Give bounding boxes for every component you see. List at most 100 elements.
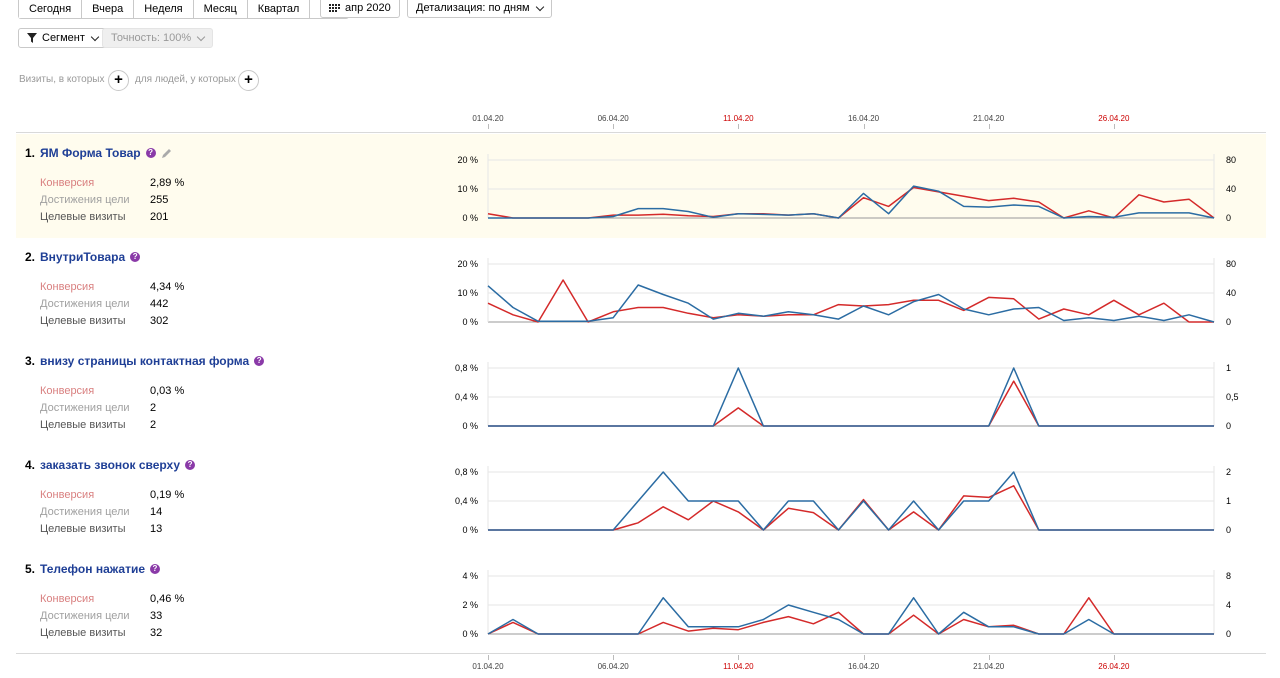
right-axis-tick-label: 2 (1226, 467, 1231, 477)
goal-title: 4. заказать звонок сверху? (25, 458, 196, 472)
divider (16, 653, 1266, 654)
conversion-label: Конверсия (40, 281, 95, 293)
right-axis-tick-label: 1 (1226, 363, 1231, 373)
left-axis-tick-label: 10 % (457, 184, 478, 194)
chevron-down-icon (90, 32, 100, 41)
date-tick-label: 21.04.20 (973, 662, 1005, 671)
goal-row: 3. внизу страницы контактная форма? Конвер… (16, 342, 1266, 446)
right-axis-tick-label: 0,5 (1226, 392, 1239, 402)
date-tick-mark (488, 655, 489, 660)
date-range-label: апр 2020 (345, 2, 391, 14)
right-axis-tick-label: 4 (1226, 600, 1231, 610)
segment-button[interactable]: Сегмент (18, 28, 107, 48)
goal-chart: 0 % 0 2 % 4 4 % 8 (462, 570, 1231, 639)
conversion-value: 0,19 % (150, 489, 185, 501)
date-tick-mark (738, 655, 740, 660)
conversion-value: 4,34 % (150, 281, 185, 293)
pencil-icon[interactable] (161, 148, 172, 159)
conversion-label: Конверсия (40, 385, 95, 397)
help-icon[interactable]: ? (145, 148, 156, 158)
date-tick-label: 26.04.20 (1098, 114, 1130, 123)
goal-name-link[interactable]: внизу страницы контактная форма (40, 354, 250, 368)
goal-chart: 0 % 0 10 % 40 20 % 80 (457, 154, 1236, 223)
detail-label: Детализация: по дням (416, 2, 530, 14)
date-tick-label: 11.04.20 (723, 114, 754, 123)
left-axis-tick-label: 0,4 % (455, 496, 478, 506)
period-selector: Сегодня Вчера Неделя Месяц Квартал Год (18, 0, 349, 19)
visits-condition-label: Визиты, в которых (19, 74, 105, 85)
date-range-button[interactable]: апр 2020 (320, 0, 400, 18)
period-quarter-button[interactable]: Квартал (247, 0, 311, 18)
period-yesterday-button[interactable]: Вчера (82, 0, 135, 18)
detail-dropdown[interactable]: Детализация: по дням (407, 0, 552, 18)
left-axis-tick-label: 0 % (462, 421, 478, 431)
date-tick-mark (738, 124, 740, 129)
goal-chart: 0 % 0 0,4 % 1 0,8 % 2 (455, 466, 1231, 535)
visits-value: 302 (150, 315, 169, 327)
date-tick-mark (613, 124, 615, 129)
achievements-label: Достижения цели (40, 194, 130, 206)
achievements-value: 2 (150, 402, 157, 414)
date-tick-label: 01.04.20 (472, 114, 504, 123)
achievements-value: 442 (150, 298, 169, 310)
visits-series-line (488, 185, 1215, 219)
goal-name-link[interactable]: Телефон нажатие (40, 562, 145, 576)
right-axis-tick-label: 0 (1226, 525, 1231, 535)
goal-name-link[interactable]: ЯМ Форма Товар (40, 146, 141, 160)
visits-label: Целевые визиты (40, 523, 126, 535)
divider (16, 132, 1266, 133)
goal-title: 1. ЯМ Форма Товар? (25, 146, 172, 160)
add-people-condition-button[interactable]: + (238, 70, 259, 91)
add-visit-condition-button[interactable]: + (108, 70, 129, 91)
help-icon[interactable]: ? (130, 252, 141, 262)
help-icon[interactable]: ? (150, 564, 160, 574)
left-axis-tick-label: 0,4 % (455, 392, 478, 402)
goal-chart: 0 % 0 10 % 40 20 % 80 (457, 258, 1236, 327)
date-tick-mark (613, 655, 615, 660)
left-axis-tick-label: 4 % (462, 571, 478, 581)
date-tick-mark (863, 655, 865, 660)
date-tick-mark (988, 124, 990, 129)
goal-name-link[interactable]: заказать звонок сверху (40, 458, 181, 472)
conversion-value: 0,46 % (150, 593, 185, 605)
accuracy-dropdown[interactable]: Точность: 100% (102, 28, 214, 48)
right-axis-tick-label: 0 (1226, 629, 1231, 639)
visits-series-line (488, 471, 1214, 531)
conversion-label: Конверсия (40, 177, 95, 189)
goal-name-link[interactable]: ВнутриТовара (40, 250, 126, 264)
right-axis-tick-label: 1 (1226, 496, 1231, 506)
left-axis-tick-label: 0,8 % (455, 363, 478, 373)
goal-row: 1. ЯМ Форма Товар? Конверсия 2,89 % Достижен… (16, 134, 1266, 238)
left-axis-tick-label: 2 % (462, 600, 478, 610)
period-week-button[interactable]: Неделя (134, 0, 194, 18)
help-icon[interactable]: ? (254, 356, 265, 366)
conversion-series-line (488, 485, 1214, 531)
visits-value: 13 (150, 523, 163, 535)
visits-label: Целевые визиты (40, 419, 126, 431)
conversion-value: 2,89 % (150, 177, 185, 189)
left-axis-tick-label: 0,8 % (455, 467, 478, 477)
visits-value: 32 (150, 627, 163, 639)
visits-value: 2 (150, 419, 157, 431)
achievements-label: Достижения цели (40, 402, 130, 414)
conversion-label: Конверсия (40, 489, 95, 501)
goal-number: 5. (25, 562, 36, 576)
calendar-icon (329, 3, 340, 12)
date-tick-mark (1113, 124, 1115, 129)
right-axis-tick-label: 40 (1226, 288, 1236, 298)
help-icon[interactable]: ? (185, 460, 196, 470)
achievements-value: 255 (150, 194, 169, 206)
left-axis-tick-label: 20 % (457, 259, 478, 269)
people-condition-label: для людей, у которых (135, 74, 236, 85)
date-tick-mark (988, 655, 990, 660)
right-axis-tick-label: 40 (1226, 184, 1236, 194)
period-today-button[interactable]: Сегодня (19, 0, 83, 18)
period-month-button[interactable]: Месяц (193, 0, 248, 18)
right-axis-tick-label: 80 (1226, 155, 1236, 165)
chevron-down-icon (196, 32, 206, 41)
visits-series-line (487, 284, 1215, 323)
visits-label: Целевые визиты (40, 211, 126, 223)
conversion-value: 0,03 % (150, 385, 185, 397)
accuracy-label: Точность: 100% (111, 32, 192, 44)
date-tick-label: 21.04.20 (973, 114, 1005, 123)
